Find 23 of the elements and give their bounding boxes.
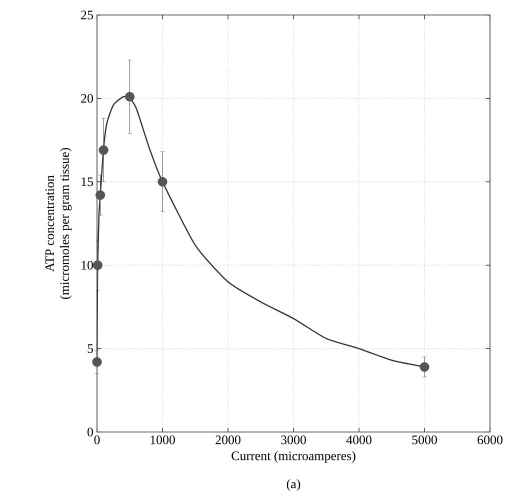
point xyxy=(95,190,106,200)
y-tick-label: 5 xyxy=(88,344,93,353)
y-axis-title: ATP concentration (micromoles per gram tissue) xyxy=(45,148,72,299)
y-tick-label: 25 xyxy=(81,10,93,20)
text: (a) xyxy=(286,479,300,491)
x-axis-title: Current (microamperes) xyxy=(232,451,356,463)
y-tick-label: 0 xyxy=(88,428,93,436)
point xyxy=(420,362,430,372)
y-tick-label: 15 xyxy=(82,177,93,186)
x-tick-label: 5000 xyxy=(412,435,437,444)
x-tick-label: 0 xyxy=(94,435,100,444)
x-tick-label: 4000 xyxy=(346,435,372,444)
point xyxy=(124,92,135,102)
x-tick-label: 6000 xyxy=(478,435,502,444)
x-tick-label: 3000 xyxy=(281,435,306,444)
point xyxy=(158,176,168,186)
y-tick-label: 10 xyxy=(82,260,93,270)
x-tick-label: 1000 xyxy=(150,435,175,444)
point xyxy=(92,260,102,270)
point xyxy=(98,145,108,155)
y-tick-label: 20 xyxy=(81,94,93,103)
point xyxy=(92,357,102,367)
x-tick-label: 2000 xyxy=(216,435,240,444)
